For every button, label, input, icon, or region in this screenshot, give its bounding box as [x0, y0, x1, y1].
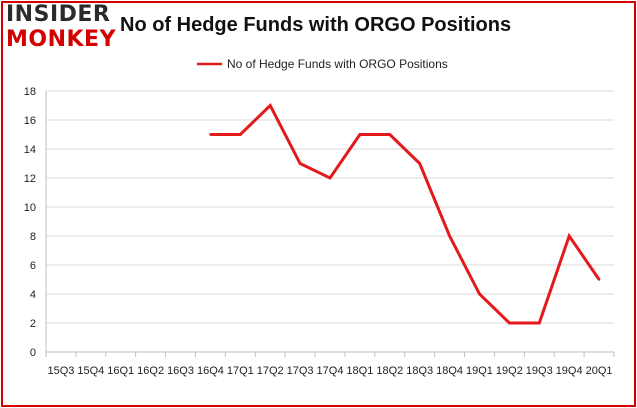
- axes: [45, 91, 615, 357]
- x-tick-label: 19Q3: [526, 365, 553, 377]
- data-point-19Q4: [568, 234, 571, 238]
- legend: No of Hedge Funds with ORGO Positions: [197, 57, 448, 71]
- y-tick-label: 10: [24, 202, 36, 214]
- data-point-18Q2: [388, 133, 391, 136]
- x-tick-label: 19Q2: [496, 365, 523, 377]
- data-point-17Q4: [328, 176, 332, 180]
- data-point-19Q3: [538, 321, 541, 325]
- x-tick-label: 16Q1: [107, 365, 134, 377]
- data-point-16Q4: [209, 133, 212, 136]
- x-tick-label: 18Q3: [406, 365, 433, 377]
- x-tick-labels: 15Q3 15Q4 16Q1 16Q2 16Q3 16Q4 17Q1 17Q2 17Q3 17Q4…: [47, 365, 612, 377]
- gridlines: [46, 90, 614, 324]
- x-tick-label: 20Q1: [586, 365, 613, 377]
- insider-monkey-logo: INSIDER MONKEY: [4, 4, 116, 58]
- series: [209, 103, 601, 325]
- data-point-17Q2: [269, 104, 272, 107]
- x-tick-label: 16Q4: [197, 365, 224, 377]
- x-tick-label: 19Q1: [466, 365, 493, 377]
- y-tick-label: 18: [24, 86, 36, 98]
- x-tick-label: 15Q3: [47, 365, 74, 377]
- data-point-20Q1: [597, 278, 601, 281]
- y-tick-label: 12: [24, 173, 36, 185]
- x-tick-label: 17Q2: [257, 365, 284, 377]
- y-tick-labels: 0 2 4 6 8 10 12 14 16 18: [24, 86, 36, 359]
- logo-line-insider: INSIDER: [6, 2, 111, 27]
- y-tick-label: 14: [24, 144, 36, 156]
- data-point-19Q2: [508, 321, 511, 325]
- data-point-18Q4: [448, 234, 451, 238]
- x-tick-label: 17Q4: [317, 365, 344, 377]
- logo-line-monkey: MONKEY: [6, 27, 117, 52]
- x-tick-label: 18Q1: [346, 365, 373, 377]
- x-tick-label: 16Q2: [137, 365, 164, 377]
- y-tick-label: 8: [30, 231, 36, 243]
- data-point-18Q3: [418, 162, 421, 165]
- chart-title: No of Hedge Funds with ORGO Positions: [120, 14, 512, 36]
- y-tick-label: 16: [24, 115, 36, 127]
- data-point-18Q1: [358, 133, 362, 136]
- x-tick-label: 16Q3: [167, 365, 194, 377]
- x-tick-label: 19Q4: [556, 365, 583, 377]
- y-tick-label: 0: [30, 347, 36, 359]
- x-tick-label: 18Q4: [436, 365, 463, 377]
- y-tick-label: 4: [30, 289, 36, 301]
- data-point-17Q3: [298, 162, 302, 165]
- x-tick-label: 17Q3: [287, 365, 314, 377]
- legend-label: No of Hedge Funds with ORGO Positions: [227, 57, 448, 71]
- x-tick-label: 17Q1: [227, 365, 254, 377]
- x-tick-label: 15Q4: [77, 365, 104, 377]
- data-point-17Q1: [239, 133, 242, 136]
- series-line-0: [210, 103, 601, 325]
- data-point-19Q1: [478, 292, 481, 296]
- x-tick-label: 18Q2: [376, 365, 403, 377]
- y-tick-label: 6: [30, 260, 36, 272]
- y-tick-label: 2: [30, 318, 36, 330]
